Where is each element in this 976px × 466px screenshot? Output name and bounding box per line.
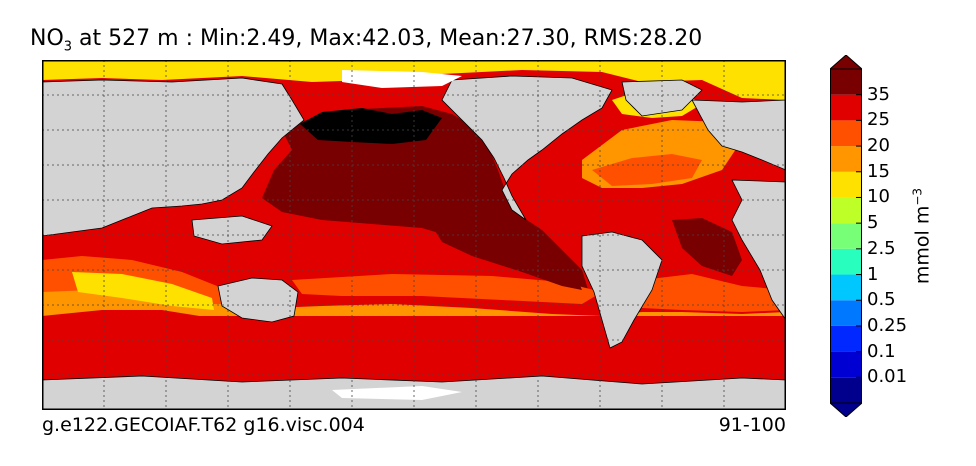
colorbar-segment xyxy=(830,223,862,249)
indian-ocean-yellow xyxy=(72,272,214,310)
antarctic-ice-mask xyxy=(332,386,462,400)
footer-years: 91-100 xyxy=(718,414,786,436)
south-america-land xyxy=(581,231,663,349)
tropical-atlantic-deep-red xyxy=(672,218,742,276)
colorbar-tick-label: 1 xyxy=(867,263,879,285)
greenland-land xyxy=(621,79,703,117)
africa-land xyxy=(731,179,786,321)
colorbar-tick-label: 5 xyxy=(867,212,879,234)
south-atlantic-orange-red xyxy=(642,274,786,312)
north-pacific-black-core xyxy=(300,108,442,144)
colorbar-segment xyxy=(830,69,862,95)
colorbar-extend-min xyxy=(830,402,862,417)
colorbar-segment xyxy=(830,171,862,198)
colorbar-segment xyxy=(830,274,862,301)
europe-land xyxy=(691,99,786,171)
colorbar-segment xyxy=(830,94,862,121)
colorbar-segment xyxy=(830,120,862,147)
map-title: NO3 at 527 m : Min:2.49, Max:42.03, Mean… xyxy=(30,26,800,54)
arctic-ice-mask xyxy=(342,70,462,88)
colorbar-tick-label: 0.1 xyxy=(867,340,896,362)
colorbar-tick-label: 0.25 xyxy=(867,314,908,336)
colorbar-tick-label: 35 xyxy=(867,83,890,105)
map-frame xyxy=(42,60,786,410)
title-species: NO xyxy=(30,26,64,51)
north-atlantic-orange-red xyxy=(592,154,702,186)
eurasia-land xyxy=(42,77,305,237)
colorbar-segment xyxy=(830,197,862,224)
southern-ocean-orange xyxy=(42,278,786,326)
colorbar-segment xyxy=(830,351,862,378)
map-gridlines xyxy=(42,60,786,410)
colorbar-tick-label: 2.5 xyxy=(867,237,896,259)
east-pacific-deep-red-tongue xyxy=(432,226,582,290)
colorbar-tick-label: 0.01 xyxy=(867,366,908,388)
pacific-south-orange xyxy=(292,274,602,304)
title-stats: at 527 m : Min:2.49, Max:42.03, Mean:27.… xyxy=(72,26,703,51)
colorbar-unit-label: mmol m−3 xyxy=(910,188,933,284)
colorbar-tick-label: 25 xyxy=(867,109,890,131)
australia-land xyxy=(217,277,299,323)
colorbar-tick-label: 10 xyxy=(867,186,890,208)
colorbar-segment xyxy=(830,325,862,352)
colorbar-tick-label: 15 xyxy=(867,160,890,182)
southern-red-band xyxy=(42,316,786,360)
colorbar-segment xyxy=(830,146,862,172)
colorbar-segment xyxy=(830,377,862,403)
colorbar-tick-label: 20 xyxy=(867,135,890,157)
north-america-land xyxy=(441,75,613,221)
indonesia-land xyxy=(191,215,273,245)
footer-case-name: g.e122.GECOIAF.T62 g16.visc.004 xyxy=(42,414,365,436)
unit-base: mmol m xyxy=(911,205,934,285)
colorbar xyxy=(830,55,862,417)
colorbar-tick-label: 0.5 xyxy=(867,289,896,311)
unit-exponent: −3 xyxy=(910,187,925,206)
title-species-subscript: 3 xyxy=(63,39,73,55)
colorbar-segment xyxy=(830,300,862,326)
colorbar-segment xyxy=(830,248,862,275)
colorbar-frame xyxy=(830,68,862,404)
ocean-no3-map xyxy=(42,60,786,410)
colorbar-extend-max xyxy=(830,55,862,70)
